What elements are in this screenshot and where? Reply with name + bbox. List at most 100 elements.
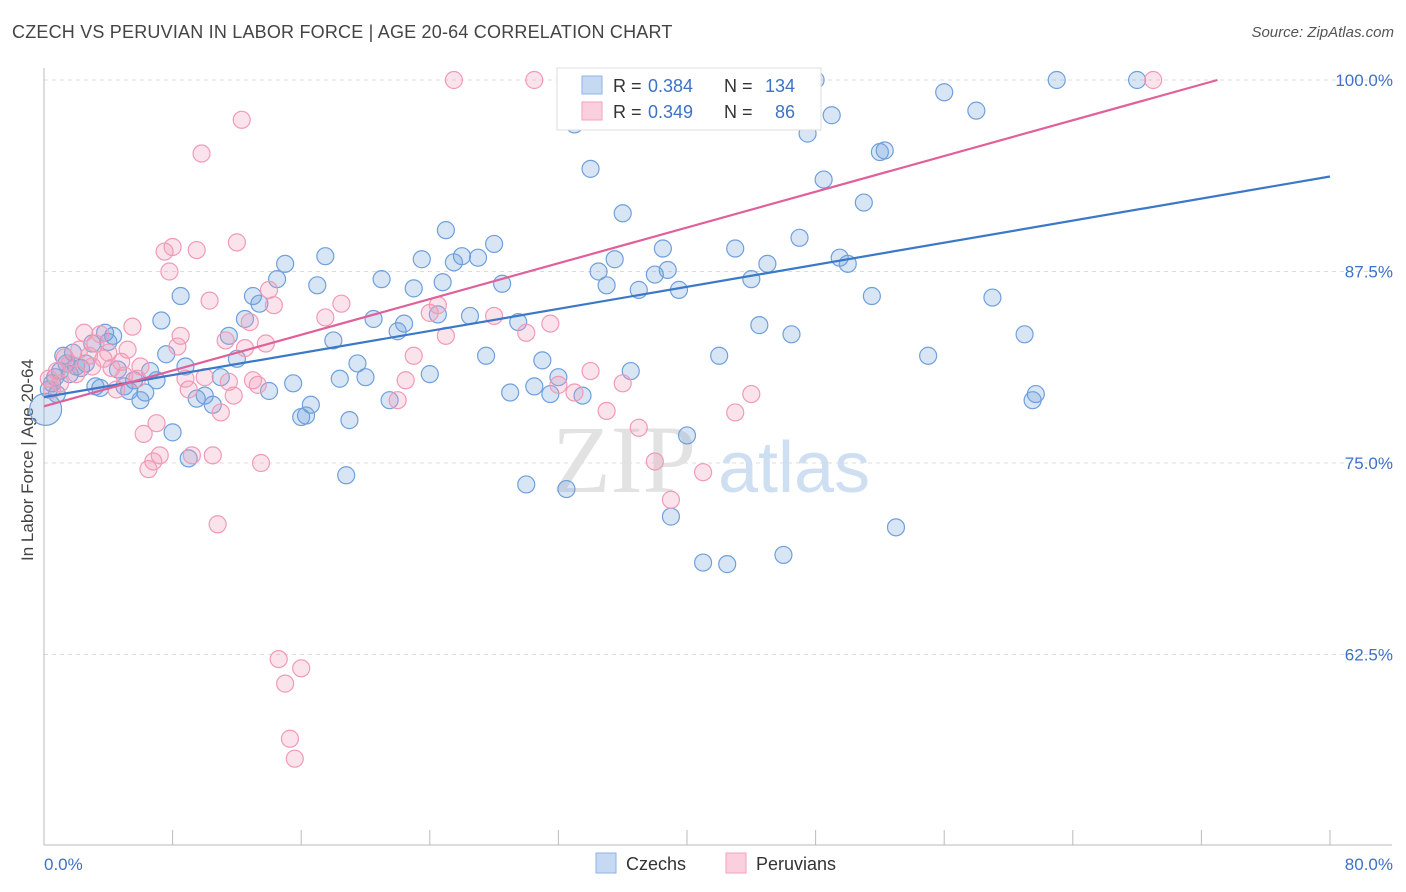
peruvian-point-65 — [404, 346, 423, 365]
peruvian-point-72 — [525, 70, 544, 90]
czech-point-92 — [653, 239, 672, 258]
czech-point-54 — [348, 354, 367, 373]
czech-point-50 — [324, 331, 343, 350]
czech-point-62 — [412, 250, 431, 269]
peruvian-point-4 — [55, 348, 74, 367]
peruvian-point-63 — [388, 391, 407, 410]
peruvian-point-6 — [67, 365, 86, 384]
peruvian-point-51 — [248, 375, 267, 394]
czech-point-71 — [476, 346, 496, 365]
peruvian-point-57 — [276, 674, 295, 693]
czech-point-48 — [308, 276, 327, 295]
czech-point-117 — [875, 141, 894, 160]
czech-point-60 — [394, 314, 414, 333]
stats-r-label-peruvians: R = — [613, 102, 642, 122]
czech-point-106 — [782, 325, 801, 344]
czech-point-110 — [814, 170, 833, 189]
peruvian-point-56 — [269, 649, 288, 669]
czech-point-107 — [790, 228, 809, 247]
x-ticks — [43, 830, 1331, 845]
peruvian-point-55 — [264, 296, 283, 315]
peruvian-point-49 — [240, 312, 259, 332]
czech-point-128 — [29, 392, 63, 426]
peruvian-point-76 — [581, 361, 600, 381]
czech-point-118 — [886, 518, 906, 537]
y-tick-label-0: 62.5% — [1345, 646, 1393, 665]
czechs-trend-line — [43, 175, 1331, 399]
peruvian-point-83 — [726, 403, 745, 422]
peruvian-point-46 — [227, 233, 246, 252]
czech-point-98 — [710, 346, 729, 365]
source-label: Source: ZipAtlas.com — [1251, 24, 1394, 41]
czech-point-125 — [1026, 384, 1045, 404]
czech-point-72 — [485, 234, 504, 254]
czech-point-77 — [525, 377, 544, 396]
stats-r-value-peruvians: 0.349 — [648, 102, 693, 122]
peruvian-point-59 — [285, 749, 304, 768]
peruvian-point-5 — [60, 354, 79, 373]
peruvian-point-29 — [160, 262, 179, 281]
peruvians-points — [39, 70, 1163, 768]
czech-point-85 — [589, 262, 608, 281]
czech-point-31 — [179, 449, 198, 468]
stats-r-value-czechs: 0.384 — [648, 76, 693, 96]
y-tick-labels: 62.5% 75.0% 87.5% 100.0% — [1335, 71, 1393, 665]
czech-point-29 — [171, 286, 190, 306]
legend-swatch-peruvians — [725, 852, 747, 874]
stats-n-label-czechs: N = — [724, 76, 753, 96]
chart-title: CZECH VS PERUVIAN IN LABOR FORCE | AGE 2… — [12, 22, 673, 42]
czech-point-115 — [862, 286, 881, 306]
czech-point-61 — [404, 279, 423, 298]
peruvian-point-42 — [211, 403, 230, 422]
legend: Czechs Peruvians — [595, 852, 836, 874]
peruvian-point-61 — [316, 308, 335, 327]
peruvian-point-82 — [693, 463, 713, 482]
peruvian-point-73 — [541, 314, 560, 333]
czech-point-63 — [420, 365, 439, 384]
peruvians-trend-line — [43, 78, 1218, 408]
czech-point-55 — [356, 368, 375, 387]
peruvian-point-35 — [182, 446, 201, 465]
peruvian-point-58 — [280, 729, 300, 748]
stats-n-label-peruvians: N = — [724, 102, 753, 122]
czech-point-86 — [597, 276, 616, 295]
peruvian-point-64 — [396, 371, 415, 390]
peruvian-point-84 — [742, 384, 761, 404]
axes — [43, 68, 1392, 846]
czech-point-81 — [557, 479, 576, 499]
peruvian-point-34 — [179, 380, 198, 399]
czech-point-69 — [460, 306, 480, 326]
peruvian-point-45 — [224, 386, 243, 405]
czech-point-123 — [1015, 325, 1034, 344]
peruvian-point-80 — [645, 452, 664, 471]
x-tick-label-max: 80.0% — [1345, 855, 1393, 874]
peruvian-point-32 — [171, 326, 190, 345]
peruvian-point-75 — [565, 383, 584, 402]
peruvian-point-69 — [444, 70, 464, 90]
czech-point-68 — [452, 247, 472, 266]
czech-point-49 — [316, 247, 335, 266]
peruvian-point-71 — [517, 323, 536, 342]
czech-point-76 — [517, 475, 536, 494]
czech-point-41 — [259, 381, 279, 401]
czech-point-53 — [340, 411, 359, 430]
peruvian-point-41 — [208, 515, 227, 534]
peruvian-point-74 — [549, 375, 568, 394]
czech-point-87 — [605, 250, 624, 269]
czech-point-88 — [613, 204, 632, 223]
peruvian-point-7 — [70, 340, 89, 359]
legend-label-peruvians: Peruvians — [756, 854, 836, 874]
peruvian-point-31 — [168, 337, 187, 356]
peruvian-point-8 — [75, 323, 94, 342]
peruvian-point-85 — [1144, 70, 1163, 90]
peruvian-point-23 — [134, 424, 153, 443]
czech-point-96 — [677, 426, 697, 445]
stats-r-label-czechs: R = — [613, 76, 642, 96]
peruvian-point-27 — [150, 446, 169, 465]
czech-point-93 — [658, 260, 677, 280]
peruvian-point-78 — [613, 374, 632, 393]
czech-point-84 — [581, 159, 600, 178]
peruvian-point-79 — [629, 418, 648, 437]
czech-point-120 — [935, 83, 954, 102]
